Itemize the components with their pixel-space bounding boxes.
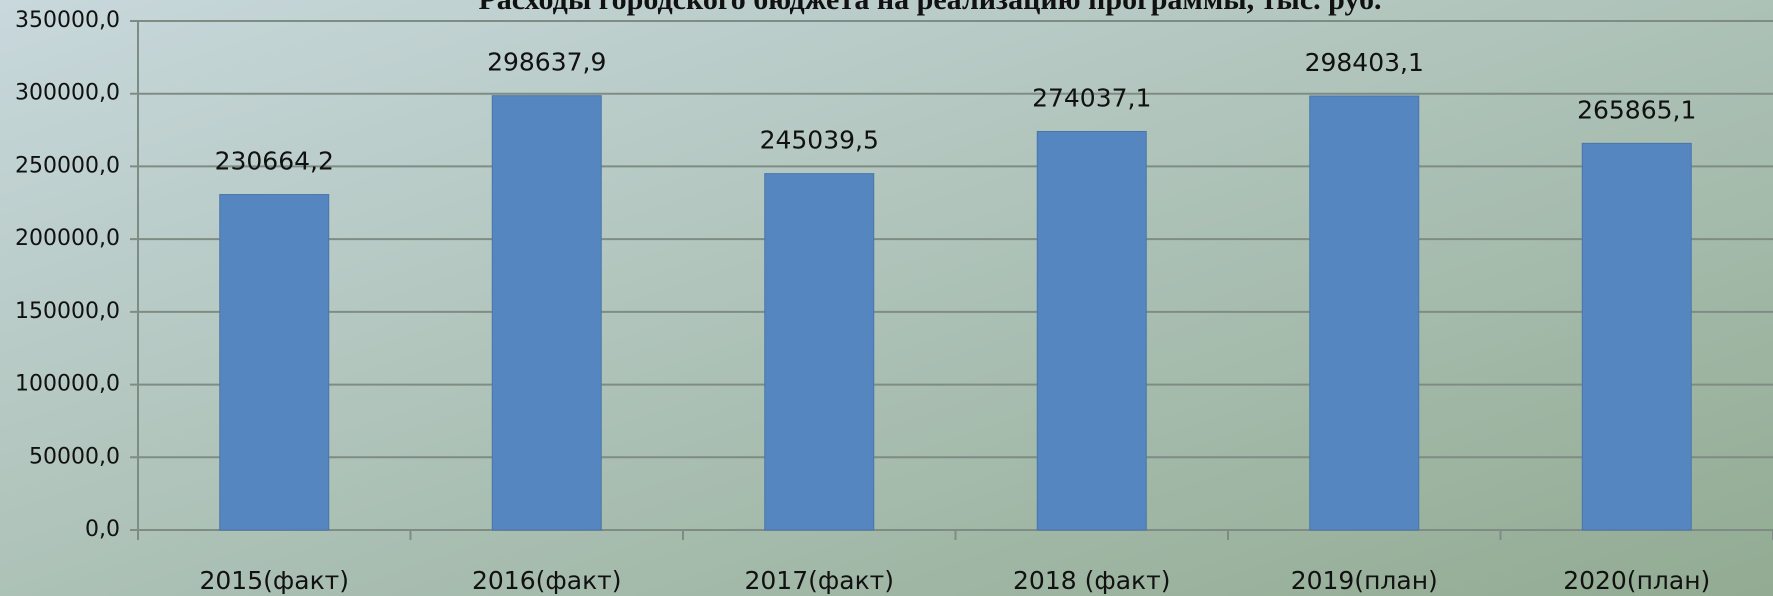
bar <box>764 173 875 531</box>
bar <box>1309 95 1420 531</box>
y-tick-label: 100000,0 <box>15 372 120 397</box>
y-tick-label: 150000,0 <box>15 299 120 324</box>
x-tick-label: 2017(факт) <box>745 566 895 595</box>
y-tick-label: 350000,0 <box>15 8 120 33</box>
bar <box>1036 130 1147 531</box>
y-tick-label: 200000,0 <box>15 226 120 251</box>
bar <box>491 95 602 531</box>
y-tick-label: 250000,0 <box>15 153 120 178</box>
x-tick-label: 2020(план) <box>1563 566 1710 595</box>
x-tick-label: 2016(факт) <box>472 566 622 595</box>
data-label: 298637,9 <box>487 48 606 77</box>
y-tick-label: 50000,0 <box>29 444 120 469</box>
x-tick-label: 2019(план) <box>1291 566 1438 595</box>
y-tick-label: 300000,0 <box>15 81 120 106</box>
data-label: 265865,1 <box>1577 95 1696 124</box>
chart-title: Расходы городского бюджета на реализацию… <box>478 0 1381 16</box>
data-label: 298403,1 <box>1305 48 1424 77</box>
data-label: 274037,1 <box>1032 83 1151 112</box>
bar <box>219 194 330 531</box>
data-label: 230664,2 <box>215 147 334 176</box>
bar <box>1581 142 1692 531</box>
data-label: 245039,5 <box>760 126 879 155</box>
x-tick-label: 2015(факт) <box>200 566 350 595</box>
x-tick-label: 2018 (факт) <box>1013 566 1170 595</box>
y-tick-label: 0,0 <box>85 517 120 542</box>
